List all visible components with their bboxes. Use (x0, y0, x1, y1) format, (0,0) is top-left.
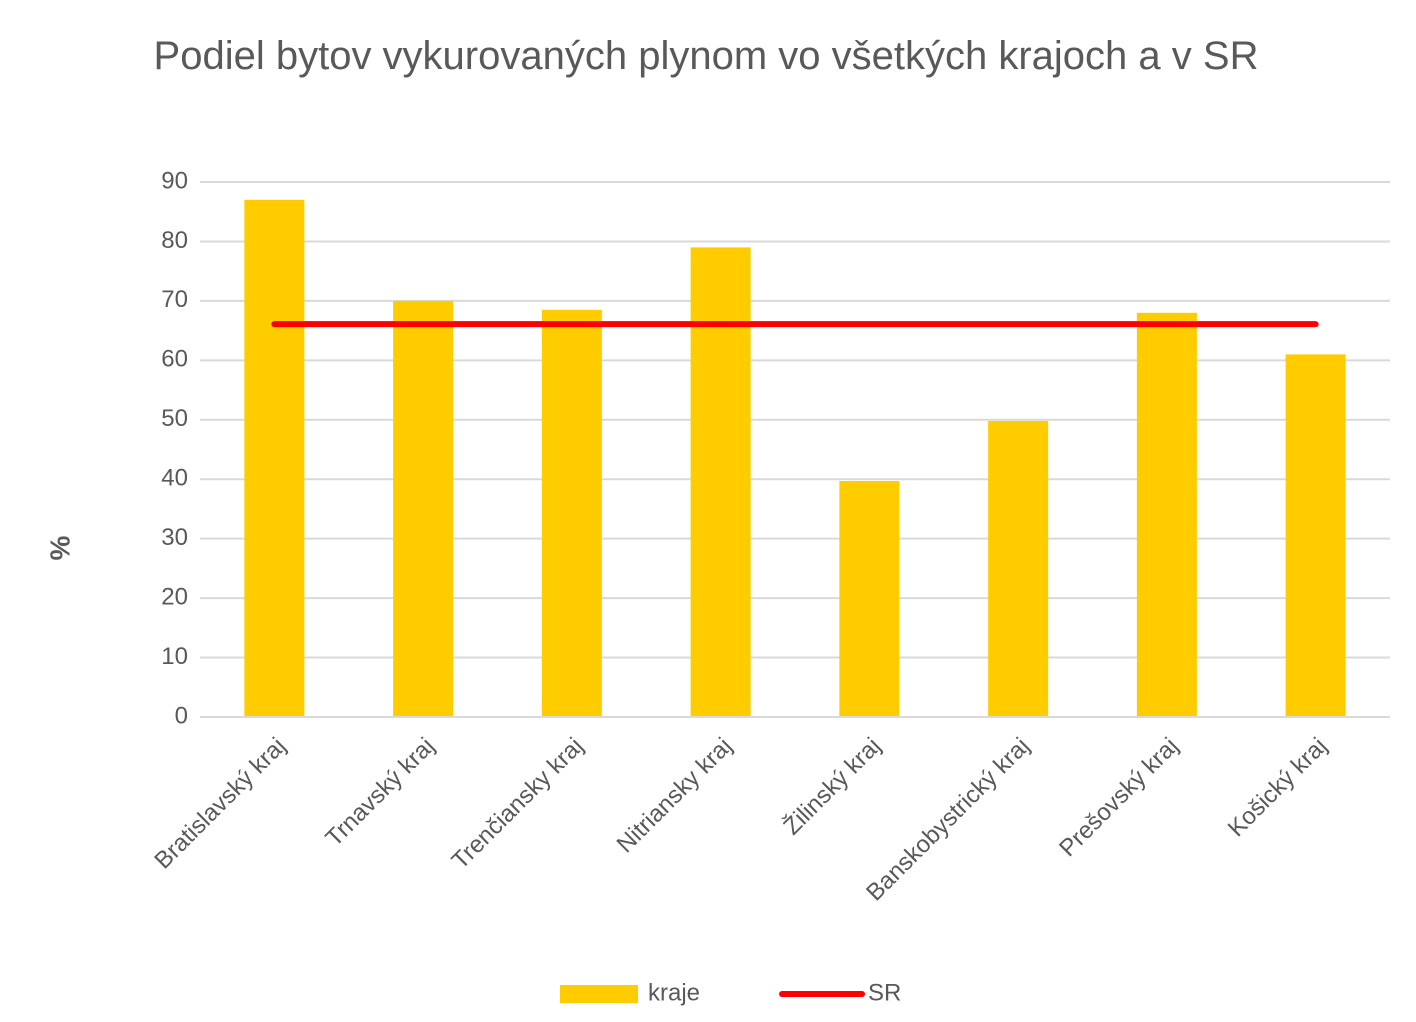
bar (690, 247, 751, 717)
legend-label: kraje (648, 979, 700, 1006)
x-tick-label: Košický kraj (1223, 733, 1333, 843)
x-tick-label: Prešovský kraj (1054, 733, 1183, 862)
y-tick-label: 90 (161, 167, 188, 194)
y-tick-label: 70 (161, 286, 188, 313)
y-tick-label: 60 (161, 346, 188, 373)
x-tick-label: Žilinský kraj (778, 733, 886, 841)
x-tick-label: Trnavský kraj (320, 733, 439, 852)
bar (244, 199, 305, 718)
x-tick-label: Trenčiansky kraj (447, 733, 589, 875)
bar (1285, 354, 1346, 717)
y-tick-label: 50 (161, 405, 188, 432)
y-tick-label: 40 (161, 465, 188, 492)
x-tick-label: Banskobystrický kraj (861, 733, 1035, 907)
x-tick-label: Nitriansky kraj (612, 733, 738, 859)
bar (393, 300, 454, 717)
bar (988, 420, 1049, 717)
legend-label: SR (868, 979, 901, 1006)
chart-title: Podiel bytov vykurovaných plynom vo všet… (153, 34, 1259, 78)
y-tick-label: 10 (161, 643, 188, 670)
bar (839, 481, 900, 717)
y-axis-label: % (44, 535, 75, 560)
y-tick-label: 30 (161, 524, 188, 551)
y-tick-label: 0 (175, 702, 188, 729)
bar (1136, 312, 1197, 717)
x-tick-label: Bratislavský kraj (149, 733, 291, 875)
legend-swatch (560, 985, 638, 1003)
y-tick-label: 80 (161, 227, 188, 254)
bar (541, 309, 602, 717)
y-tick-label: 20 (161, 583, 188, 610)
